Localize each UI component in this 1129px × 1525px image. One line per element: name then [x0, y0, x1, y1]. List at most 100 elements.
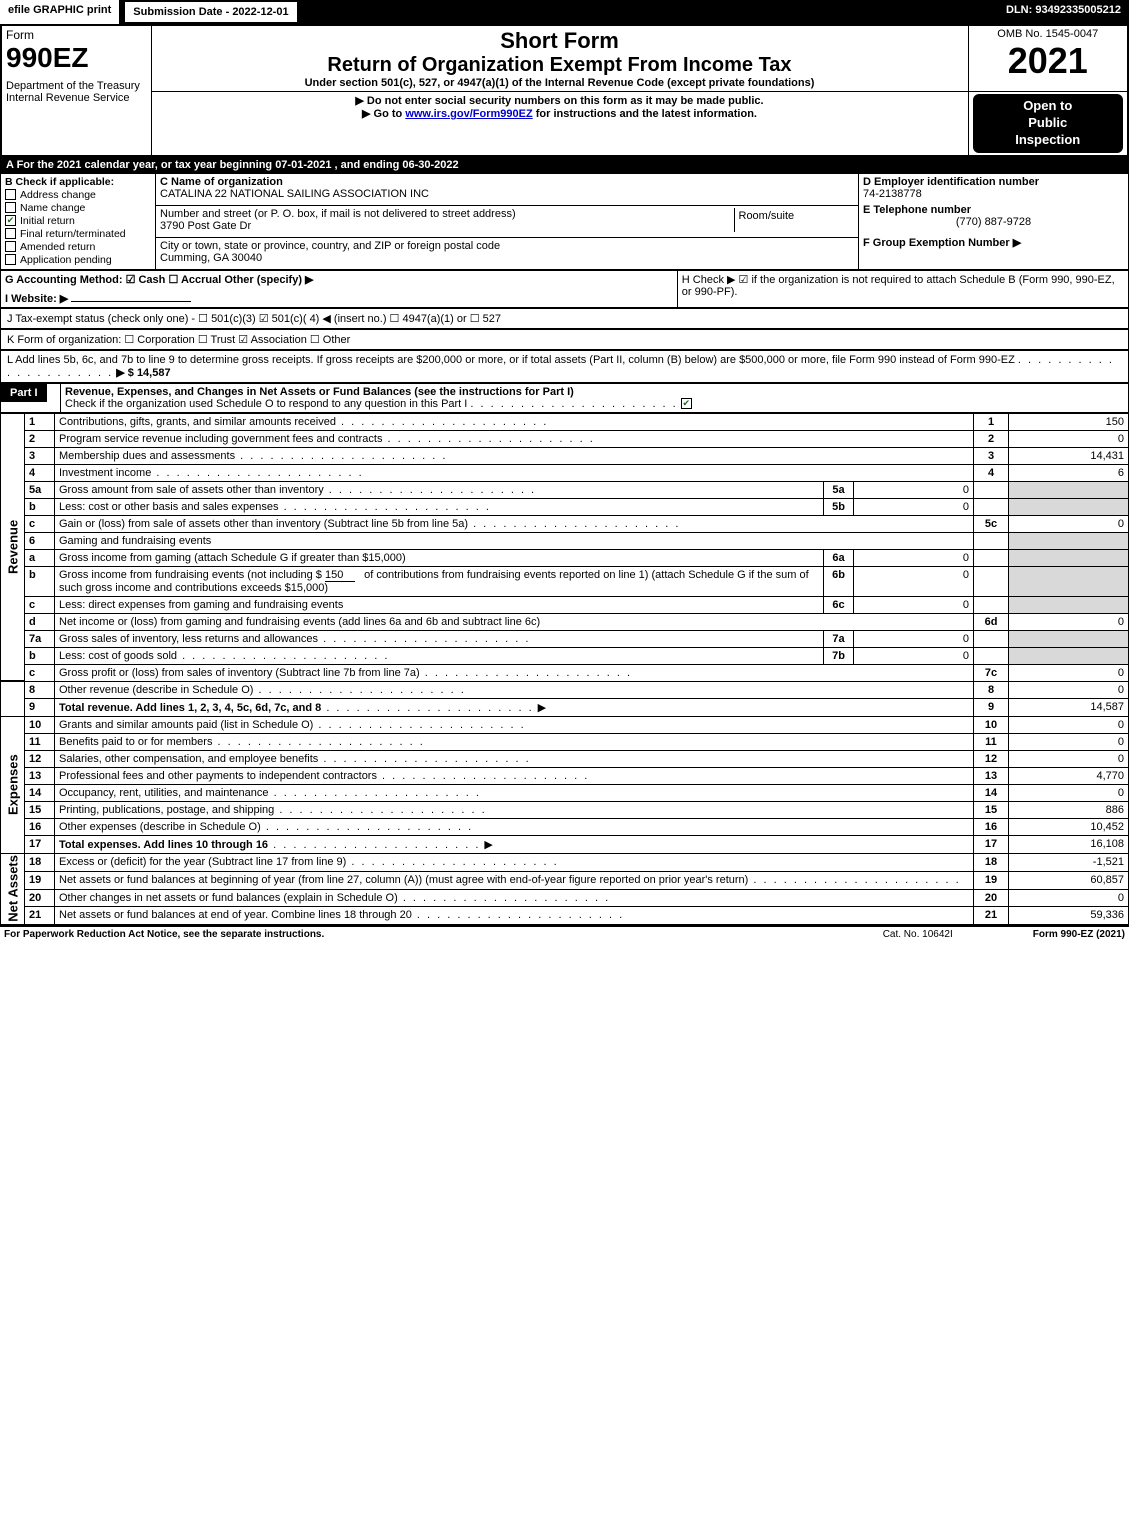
group-exemption-label: F Group Exemption Number ▶	[863, 236, 1124, 249]
efile-label: efile GRAPHIC print	[0, 0, 119, 24]
line-5a-value: 0	[854, 481, 974, 498]
paperwork-notice: For Paperwork Reduction Act Notice, see …	[4, 929, 324, 940]
open-to-public-badge: Open to Public Inspection	[973, 94, 1124, 153]
line-5c-text: Gain or (loss) from sale of assets other…	[59, 518, 468, 530]
tax-year: 2021	[973, 40, 1124, 82]
ein-value: 74-2138778	[863, 188, 1124, 200]
line-6c-text: Less: direct expenses from gaming and fu…	[59, 599, 343, 611]
section-h: H Check ▶ ☑ if the organization is not r…	[682, 273, 1124, 298]
city-label: City or town, state or province, country…	[160, 240, 500, 252]
line-8-value: 0	[1009, 681, 1129, 698]
line-6b-value: 0	[854, 566, 974, 596]
line-20-text: Other changes in net assets or fund bala…	[59, 892, 398, 904]
check-initial-return[interactable]	[5, 215, 16, 226]
line-2-text: Program service revenue including govern…	[59, 433, 382, 445]
line-13-value: 4,770	[1009, 767, 1129, 784]
line-5b-value: 0	[854, 498, 974, 515]
line-6d-value: 0	[1009, 613, 1129, 630]
line-14-text: Occupancy, rent, utilities, and maintena…	[59, 787, 269, 799]
form-word: Form	[6, 28, 147, 42]
city-value: Cumming, GA 30040	[160, 252, 262, 264]
line-7b-value: 0	[854, 647, 974, 664]
line-18-value: -1,521	[1009, 853, 1129, 871]
line-21-text: Net assets or fund balances at end of ye…	[59, 909, 412, 921]
line-9-text: Total revenue. Add lines 1, 2, 3, 4, 5c,…	[59, 702, 321, 714]
street-value: 3790 Post Gate Dr	[160, 220, 251, 232]
section-a-tax-year: A For the 2021 calendar year, or tax yea…	[0, 157, 1129, 173]
street-label: Number and street (or P. O. box, if mail…	[160, 208, 516, 220]
check-amended-return[interactable]	[5, 241, 16, 252]
check-address-change[interactable]	[5, 189, 16, 200]
line-9-value: 14,587	[1009, 698, 1129, 716]
line-3-value: 14,431	[1009, 447, 1129, 464]
dln-label: DLN: 93492335005212	[998, 0, 1129, 24]
line-7a-value: 0	[854, 630, 974, 647]
line-5c-value: 0	[1009, 515, 1129, 532]
line-12-text: Salaries, other compensation, and employ…	[59, 753, 318, 765]
line-5a-text: Gross amount from sale of assets other t…	[59, 484, 324, 496]
line-19-value: 60,857	[1009, 871, 1129, 889]
room-label: Room/suite	[739, 210, 795, 222]
line-4-text: Investment income	[59, 467, 151, 479]
side-net-assets: Net Assets	[1, 853, 25, 925]
part1-title: Revenue, Expenses, and Changes in Net As…	[65, 386, 574, 398]
line-15-text: Printing, publications, postage, and shi…	[59, 804, 274, 816]
check-application-pending[interactable]	[5, 254, 16, 265]
title-subtitle: Under section 501(c), 527, or 4947(a)(1)…	[156, 77, 964, 89]
line-6a-value: 0	[854, 549, 974, 566]
line-2-value: 0	[1009, 430, 1129, 447]
line-7c-value: 0	[1009, 664, 1129, 681]
side-expenses: Expenses	[1, 716, 25, 853]
line-13-text: Professional fees and other payments to …	[59, 770, 377, 782]
line-8-text: Other revenue (describe in Schedule O)	[59, 684, 253, 696]
line-7b-text: Less: cost of goods sold	[59, 650, 177, 662]
section-l: L Add lines 5b, 6c, and 7b to line 9 to …	[0, 350, 1129, 383]
form-no: Form 990-EZ (2021)	[1033, 929, 1125, 940]
line-19-text: Net assets or fund balances at beginning…	[59, 874, 748, 886]
phone-label: E Telephone number	[863, 204, 1124, 216]
part1-subtitle: Check if the organization used Schedule …	[65, 398, 467, 410]
line-17-text: Total expenses. Add lines 10 through 16	[59, 839, 268, 851]
part1-label: Part I	[1, 384, 47, 402]
schedule-o-check[interactable]	[681, 398, 692, 409]
line-5b-text: Less: cost or other basis and sales expe…	[59, 501, 279, 513]
line-6b-text1: Gross income from fundraising events (no…	[59, 569, 322, 581]
line-20-value: 0	[1009, 889, 1129, 907]
cat-no: Cat. No. 10642I	[883, 929, 953, 940]
section-b-header: B Check if applicable:	[5, 176, 151, 188]
irs-label: Internal Revenue Service	[6, 92, 147, 104]
org-name: CATALINA 22 NATIONAL SAILING ASSOCIATION…	[160, 188, 429, 200]
form-of-organization: K Form of organization: ☐ Corporation ☐ …	[0, 329, 1129, 350]
submission-date: Submission Date - 2022-12-01	[123, 0, 298, 24]
line-6c-value: 0	[854, 596, 974, 613]
line-7c-text: Gross profit or (loss) from sales of inv…	[59, 667, 420, 679]
line-6-text: Gaming and fundraising events	[59, 535, 211, 547]
line-11-text: Benefits paid to or for members	[59, 736, 212, 748]
line-16-text: Other expenses (describe in Schedule O)	[59, 821, 261, 833]
ssn-notice: ▶ Do not enter social security numbers o…	[156, 94, 964, 107]
line-6a-text: Gross income from gaming (attach Schedul…	[59, 552, 406, 564]
line-1-value: 150	[1009, 413, 1129, 430]
goto-link[interactable]: ▶ Go to www.irs.gov/Form990EZ for instru…	[156, 107, 964, 120]
form-number: 990EZ	[6, 42, 147, 74]
accounting-method: G Accounting Method: ☑ Cash ☐ Accrual Ot…	[5, 273, 673, 286]
line-10-text: Grants and similar amounts paid (list in…	[59, 719, 313, 731]
check-final-return[interactable]	[5, 228, 16, 239]
line-18-text: Excess or (deficit) for the year (Subtra…	[59, 856, 346, 868]
check-name-change[interactable]	[5, 202, 16, 213]
org-info-block: B Check if applicable: Address change Na…	[0, 173, 1129, 270]
section-d-label: D Employer identification number	[863, 176, 1124, 188]
line-10-value: 0	[1009, 716, 1129, 733]
website-label: I Website: ▶	[5, 293, 68, 305]
line-14-value: 0	[1009, 784, 1129, 801]
title-short: Short Form	[156, 28, 964, 54]
part1-grid: Revenue 1 Contributions, gifts, grants, …	[0, 413, 1129, 926]
top-bar: efile GRAPHIC print Submission Date - 20…	[0, 0, 1129, 24]
line-4-value: 6	[1009, 464, 1129, 481]
dept-label: Department of the Treasury	[6, 80, 147, 92]
line-1-text: Contributions, gifts, grants, and simila…	[59, 416, 336, 428]
section-c-label: C Name of organization	[160, 176, 283, 188]
side-revenue: Revenue	[1, 413, 25, 681]
line-15-value: 886	[1009, 801, 1129, 818]
line-7a-text: Gross sales of inventory, less returns a…	[59, 633, 318, 645]
